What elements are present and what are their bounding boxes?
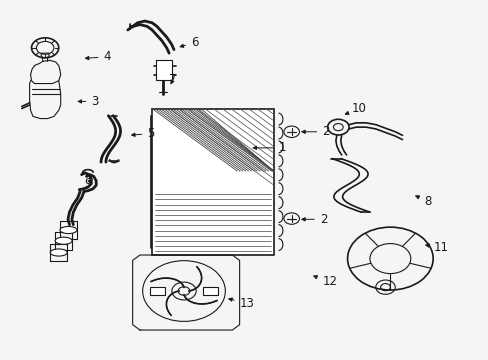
Text: 5: 5 bbox=[131, 127, 154, 140]
Bar bbox=[152, 109, 273, 255]
Text: 1: 1 bbox=[253, 141, 285, 154]
Text: 9: 9 bbox=[84, 177, 91, 190]
Text: 10: 10 bbox=[345, 102, 366, 115]
Text: 12: 12 bbox=[313, 275, 337, 288]
Bar bbox=[150, 287, 164, 294]
Text: 2: 2 bbox=[301, 125, 329, 138]
Text: 2: 2 bbox=[301, 213, 326, 226]
Bar bbox=[203, 287, 218, 294]
Text: 7: 7 bbox=[169, 73, 176, 86]
Ellipse shape bbox=[50, 249, 67, 256]
Text: 6: 6 bbox=[180, 36, 198, 49]
Bar bbox=[156, 60, 171, 80]
Text: 4: 4 bbox=[85, 50, 111, 63]
Ellipse shape bbox=[60, 226, 77, 234]
Text: 13: 13 bbox=[228, 297, 254, 310]
Ellipse shape bbox=[55, 237, 72, 244]
Text: 11: 11 bbox=[425, 241, 448, 255]
Text: 3: 3 bbox=[78, 95, 99, 108]
Text: 8: 8 bbox=[415, 195, 431, 208]
